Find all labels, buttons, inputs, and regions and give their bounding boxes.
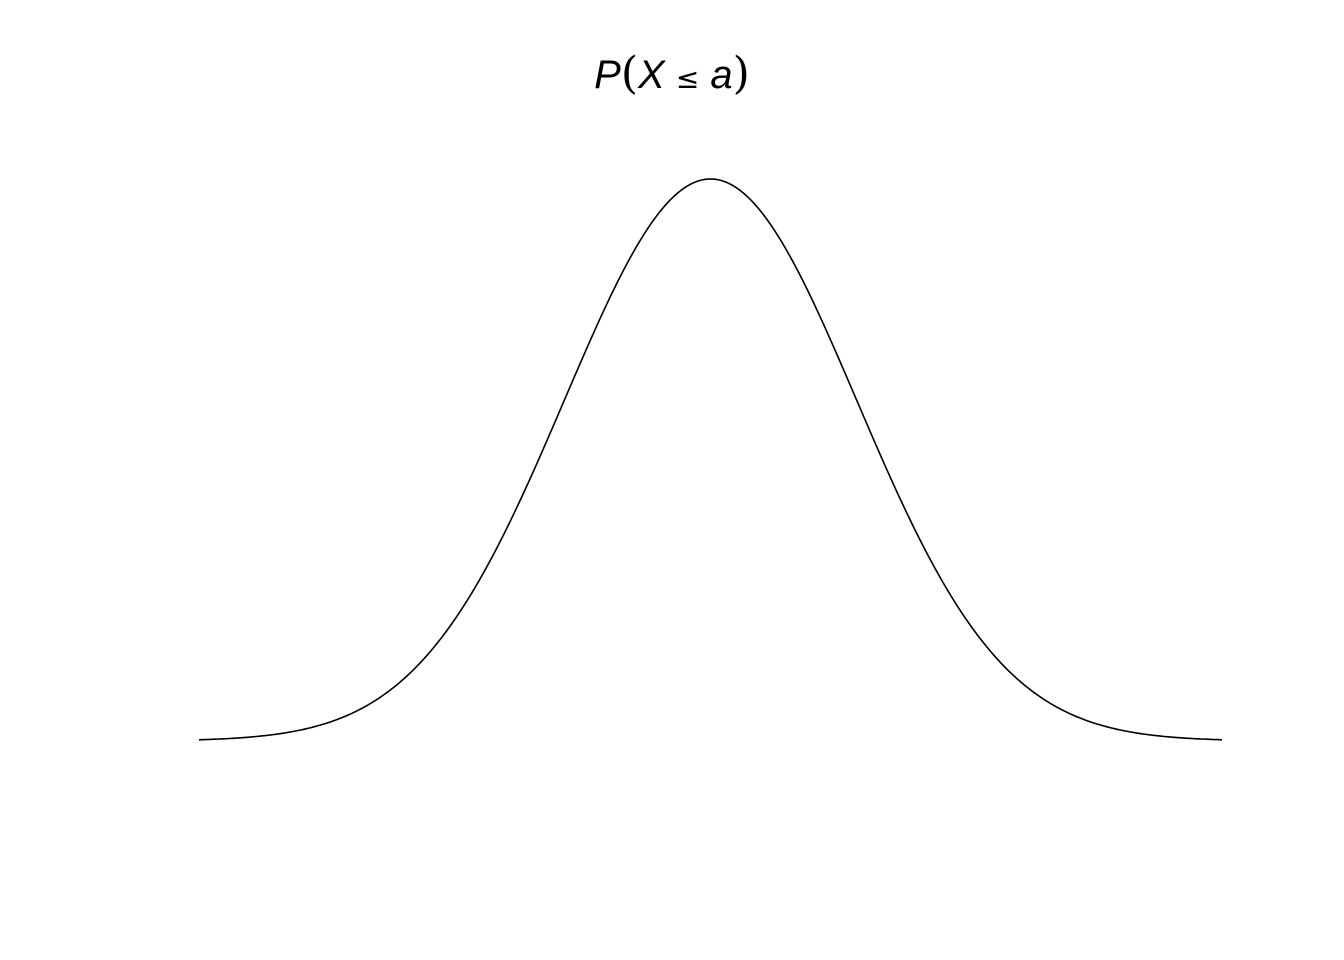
title-a: a (710, 53, 733, 97)
title-x: X (638, 53, 665, 97)
title-p: P (594, 53, 621, 97)
chart-title: P(X ≤ a) (0, 48, 1344, 99)
density-curve (198, 178, 1223, 741)
title-leq: ≤ (675, 62, 700, 95)
title-open-paren: ( (620, 48, 639, 99)
title-close-paren: ) (732, 48, 750, 99)
